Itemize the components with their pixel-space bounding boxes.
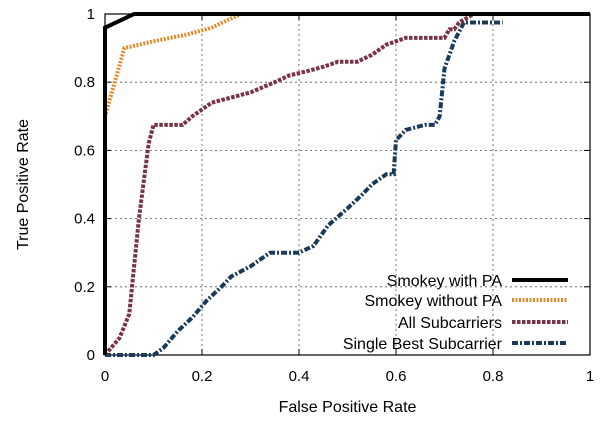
- series-lines: [103, 12, 590, 357]
- y-tick-label: 0: [87, 347, 95, 364]
- x-tick-label: 0.8: [483, 368, 504, 385]
- y-axis-label: True Positive Rate: [15, 119, 32, 250]
- y-tick-label: 0.8: [74, 74, 95, 91]
- legend-label: Smokey with PA: [387, 273, 503, 290]
- x-tick-label: 1: [586, 368, 594, 385]
- x-tick-label: 0.6: [386, 368, 407, 385]
- plot-frame: [104, 13, 591, 356]
- legend-label: Single Best Subcarrier: [343, 336, 503, 353]
- x-axis-ticks: 0 0.2 0.4 0.6 0.8 1: [101, 14, 594, 385]
- y-tick-label: 0.4: [74, 211, 95, 228]
- x-axis-label: False Positive Rate: [279, 399, 417, 416]
- series-line-smokey-without-pa: [103, 12, 590, 355]
- y-axis-ticks: 0 0.2 0.4 0.6 0.8 1: [74, 6, 590, 364]
- x-tick-label: 0.2: [192, 368, 213, 385]
- legend-label: Smokey without PA: [364, 293, 502, 310]
- y-tick-label: 0.2: [74, 279, 95, 296]
- grid: [105, 14, 590, 355]
- x-tick-label: 0: [101, 368, 109, 385]
- series-line-single-best-subcarrier: [105, 20, 503, 357]
- legend-label: All Subcarriers: [398, 315, 502, 332]
- series-line-smokey-with-pa: [103, 12, 590, 355]
- y-tick-label: 1: [87, 6, 95, 23]
- y-tick-label: 0.6: [74, 142, 95, 159]
- series-line-all-subcarriers: [103, 12, 590, 357]
- legend: Smokey with PA Smokey without PA All Subca…: [343, 273, 568, 353]
- x-tick-label: 0.4: [289, 368, 310, 385]
